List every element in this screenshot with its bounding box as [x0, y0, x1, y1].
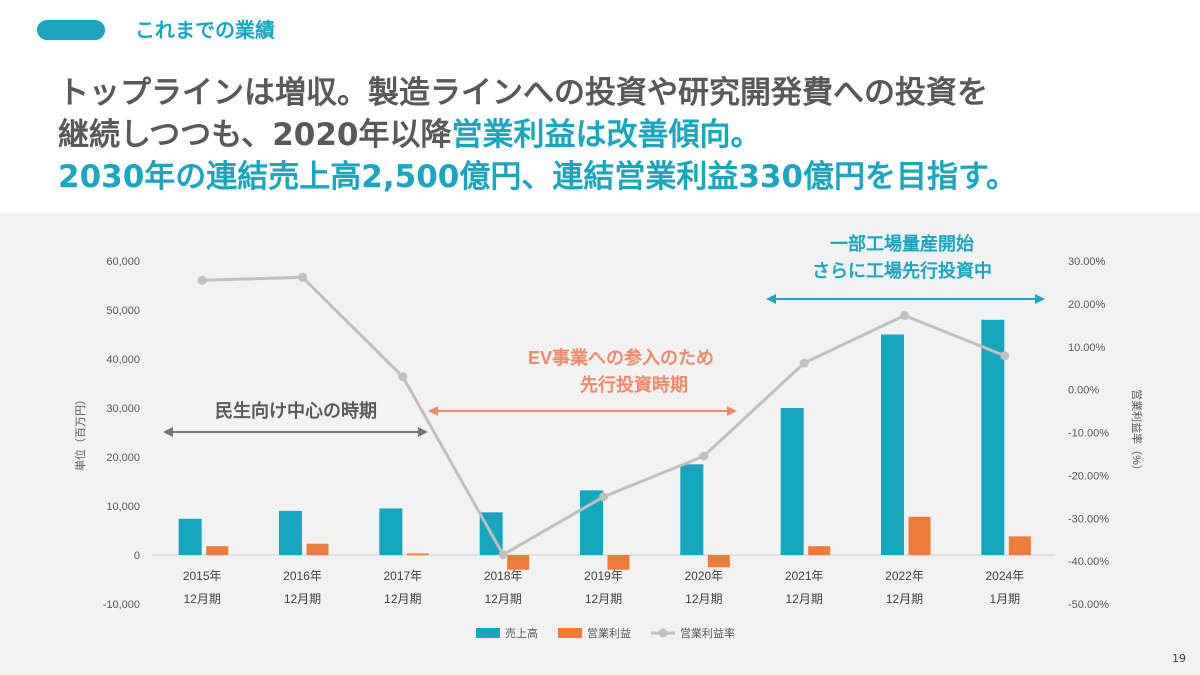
- margin-point: [799, 358, 809, 368]
- revenue-bar: [178, 518, 202, 555]
- section-pill: [37, 20, 105, 40]
- category-label-period: 1月期: [989, 592, 1020, 606]
- headline-line-3: 2030年の連結売上高2,500億円、連結営業利益330億円を目指す。: [58, 159, 1017, 195]
- category-label-period: 12月期: [685, 592, 722, 606]
- y-tick-label: -10,000: [103, 599, 140, 611]
- profit-bar: [908, 516, 931, 555]
- arrow-consumer-period-head-left: [163, 427, 173, 437]
- category-label-year: 2019年: [584, 569, 623, 583]
- margin-point: [599, 492, 608, 502]
- category-label-period: 12月期: [284, 592, 321, 606]
- revenue-bar: [881, 334, 904, 555]
- y2-tick-label: -20.00%: [1068, 470, 1109, 482]
- profit-bar: [507, 555, 530, 570]
- revenue-bar: [780, 408, 804, 555]
- section-title: これまでの業績: [135, 18, 275, 42]
- profit-bar: [306, 543, 329, 555]
- headline-line-2-highlight: 営業利益は改善傾向。: [451, 117, 762, 153]
- y2-tick-label: -50.00%: [1068, 599, 1109, 611]
- category-label-period: 12月期: [484, 592, 521, 606]
- category-label-period: 12月期: [384, 592, 421, 606]
- category-label-year: 2015年: [183, 569, 222, 583]
- arrow-mass-production-head-right: [1035, 294, 1045, 304]
- margin-point: [900, 310, 909, 320]
- annotation-consumer-period: 民生向け中心の時期: [215, 400, 377, 421]
- revenue-bar: [981, 319, 1005, 555]
- arrow-mass-production-head-left: [766, 294, 776, 304]
- profit-bar: [707, 555, 730, 568]
- y-tick-label: 50,000: [106, 305, 140, 317]
- category-label-year: 2018年: [484, 569, 523, 583]
- profit-bar: [808, 546, 831, 555]
- legend-swatch-profit: [558, 628, 582, 638]
- y-axis-title: 単位（百万円）: [73, 394, 87, 471]
- legend-label-profit: 営業利益: [587, 626, 631, 640]
- y-tick-label: 30,000: [106, 403, 140, 415]
- legend-swatch-margin-dot: [658, 628, 668, 638]
- headline-line-1: トップラインは増収。製造ラインへの投資や研究開発費への投資を: [58, 75, 988, 111]
- y2-tick-label: 20.00%: [1068, 299, 1106, 311]
- revenue-bar: [379, 508, 403, 555]
- arrow-ev-investment-head-left: [428, 406, 438, 416]
- revenue-bar: [680, 464, 704, 555]
- category-label-year: 2021年: [785, 569, 824, 583]
- margin-point: [498, 550, 508, 560]
- y2-tick-label: -40.00%: [1068, 556, 1109, 568]
- margin-point: [298, 272, 307, 282]
- category-label-year: 2024年: [985, 569, 1024, 583]
- annotation-ev-line-1: EV事業への参入のため: [528, 347, 714, 368]
- annotation-mass-line-2: さらに工場先行投資中: [812, 260, 992, 281]
- category-label-year: 2017年: [383, 569, 422, 583]
- headline-line-2: 継続しつつも、2020年以降営業利益は改善傾向。: [58, 114, 1168, 156]
- margin-point: [1000, 351, 1010, 361]
- performance-chart: -10,000 0 10,000 20,000 30,000 40,000 50,000 60…: [73, 233, 1144, 640]
- annotation-ev-line-2: 先行投資時期: [580, 374, 688, 395]
- revenue-bar: [279, 510, 302, 555]
- arrow-consumer-period-head-right: [418, 427, 428, 437]
- headline: トップラインは増収。製造ラインへの投資や研究開発費への投資を 継続しつつも、20…: [58, 72, 1168, 198]
- margin-point: [699, 451, 709, 461]
- headline-line-2-plain: 継続しつつも、2020年以降: [58, 117, 452, 153]
- y-tick-label: 40,000: [106, 354, 140, 366]
- category-label-year: 2016年: [283, 569, 322, 583]
- y2-tick-label: -30.00%: [1068, 513, 1109, 525]
- category-label-period: 12月期: [886, 592, 923, 606]
- legend-swatch-revenue: [476, 628, 500, 638]
- legend-label-margin: 営業利益率: [680, 626, 735, 640]
- y-tick-label: 10,000: [106, 501, 140, 513]
- category-label-period: 12月期: [183, 592, 220, 606]
- y2-tick-label: 10.00%: [1068, 342, 1106, 354]
- category-label-year: 2022年: [885, 569, 924, 583]
- legend-label-revenue: 売上高: [505, 626, 538, 640]
- y2-tick-label: 0.00%: [1068, 385, 1099, 397]
- category-label-period: 12月期: [785, 592, 822, 606]
- annotation-mass-line-1: 一部工場量産開始: [830, 233, 974, 254]
- y2-tick-label: -10.00%: [1068, 428, 1109, 440]
- profit-bar: [607, 555, 630, 570]
- y2-axis-title: 営業利益率（%）: [1130, 389, 1144, 476]
- y-tick-label: 20,000: [106, 452, 140, 464]
- y-tick-label: 60,000: [106, 256, 140, 268]
- category-label-year: 2020年: [684, 569, 723, 583]
- page-number: 19: [1172, 652, 1186, 665]
- profit-bar: [406, 553, 429, 555]
- profit-bar: [1008, 536, 1031, 555]
- y-tick-label: 0: [134, 550, 140, 562]
- profit-bar: [206, 546, 229, 555]
- chart-panel: -10,000 0 10,000 20,000 30,000 40,000 50,000 60…: [0, 213, 1200, 675]
- y2-tick-label: 30.00%: [1068, 256, 1106, 268]
- category-label-period: 12月期: [585, 592, 622, 606]
- arrow-ev-investment-head-right: [727, 406, 737, 416]
- margin-point: [398, 372, 408, 382]
- margin-point: [197, 275, 207, 285]
